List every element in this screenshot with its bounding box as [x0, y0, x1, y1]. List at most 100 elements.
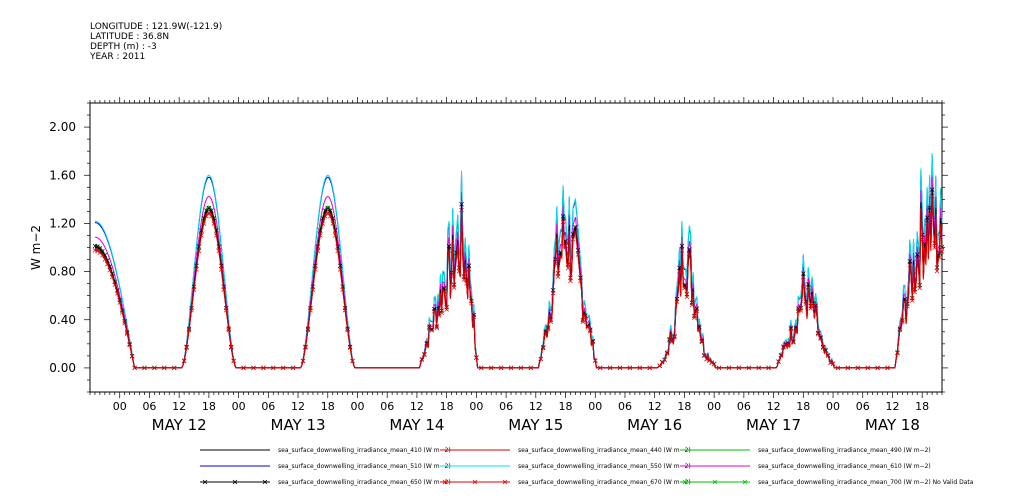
x-tick-label: 06 — [142, 400, 156, 413]
marker — [100, 253, 105, 258]
marker — [699, 339, 705, 345]
marker — [786, 342, 791, 347]
marker — [231, 358, 236, 364]
marker — [939, 249, 945, 254]
marker — [189, 308, 194, 313]
x-tick-label: 12 — [767, 400, 781, 413]
marker — [578, 278, 583, 284]
marker — [162, 365, 167, 371]
marker — [929, 187, 935, 192]
marker — [865, 365, 870, 371]
marker — [927, 211, 932, 216]
marker — [129, 354, 135, 359]
marker — [545, 326, 551, 332]
marker — [927, 205, 932, 210]
x-tick-label: 06 — [618, 400, 632, 413]
marker — [439, 310, 444, 315]
marker — [320, 221, 326, 226]
x-tick-label: 18 — [440, 400, 454, 413]
x-tick-label: 00 — [350, 400, 364, 413]
marker — [845, 365, 851, 371]
marker — [823, 348, 828, 354]
x-tick-label: 18 — [677, 400, 691, 413]
marker — [219, 267, 224, 272]
marker — [303, 345, 308, 350]
marker — [746, 365, 752, 371]
marker — [694, 306, 700, 311]
marker — [335, 248, 340, 254]
marker — [446, 248, 452, 253]
marker — [907, 262, 913, 268]
marker — [117, 300, 122, 305]
marker — [791, 340, 796, 345]
marker — [280, 365, 286, 371]
marker — [575, 252, 581, 257]
marker — [226, 327, 231, 333]
marker — [271, 365, 276, 371]
marker — [820, 345, 826, 350]
marker — [251, 365, 256, 371]
x-tick-label: 00 — [588, 400, 602, 413]
marker — [308, 308, 313, 313]
marker — [555, 274, 561, 279]
marker — [687, 251, 692, 257]
marker — [124, 331, 130, 337]
marker — [585, 325, 591, 330]
marker — [679, 248, 685, 253]
y-tick-label: 2.00 — [49, 120, 76, 134]
x-tick-label: 06 — [380, 400, 394, 413]
marker — [466, 267, 472, 272]
marker — [726, 365, 732, 371]
marker — [444, 307, 449, 312]
marker — [697, 326, 702, 331]
legend-marker — [262, 479, 268, 485]
x-tick-label: 18 — [796, 400, 810, 413]
legend-marker — [472, 479, 478, 485]
x-tick-label: 00 — [232, 400, 246, 413]
marker — [152, 365, 157, 371]
legend-label-0: sea_surface_downwelling_irradiance_mean_… — [278, 447, 451, 454]
marker — [813, 305, 818, 311]
marker — [221, 287, 226, 292]
marker — [424, 341, 430, 347]
marker — [617, 365, 623, 371]
marker — [583, 315, 588, 320]
marker — [196, 248, 202, 254]
marker — [677, 265, 682, 270]
marker — [300, 358, 306, 364]
marker — [627, 365, 633, 371]
marker — [211, 221, 217, 226]
legend-label-5: sea_surface_downwelling_irradiance_mean_… — [758, 463, 931, 470]
series-markers-6 — [92, 187, 945, 371]
longitude-label: LONGITUDE : 121.9W(-121.9) — [90, 22, 223, 32]
series-markers-7 — [92, 193, 945, 371]
x-tick-label: 12 — [410, 400, 424, 413]
marker — [793, 326, 799, 332]
metadata-header: LONGITUDE : 121.9W(-121.9) LATITUDE : 36… — [90, 22, 222, 62]
marker — [110, 274, 115, 280]
marker — [132, 365, 137, 371]
series-line-1 — [94, 193, 943, 369]
marker — [223, 308, 229, 313]
legend-marker — [502, 479, 508, 485]
marker — [674, 299, 680, 304]
marker — [479, 365, 484, 371]
series-line-7 — [94, 196, 943, 369]
marker — [900, 319, 905, 325]
x-tick-label: 18 — [559, 400, 573, 413]
marker — [550, 290, 556, 296]
marker — [897, 327, 903, 333]
marker — [788, 325, 794, 331]
marker — [105, 262, 110, 267]
marker — [664, 351, 670, 356]
marker — [332, 233, 338, 238]
marker — [474, 355, 479, 361]
marker — [498, 365, 504, 371]
y-tick-label: 0.00 — [49, 361, 76, 375]
day-label: MAY 15 — [508, 416, 563, 434]
marker — [107, 267, 113, 273]
marker — [570, 236, 576, 242]
x-tick-label: 06 — [737, 400, 751, 413]
marker — [825, 353, 831, 359]
marker — [875, 365, 880, 371]
